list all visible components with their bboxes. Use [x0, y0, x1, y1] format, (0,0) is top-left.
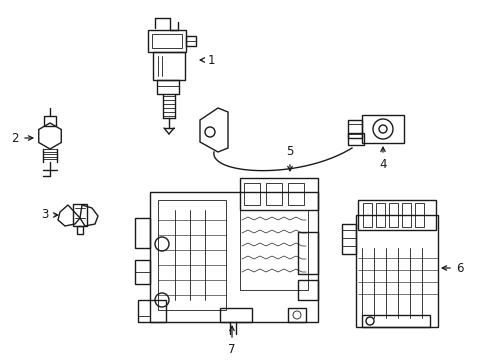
Bar: [152, 34, 182, 48]
Bar: [297, 232, 317, 274]
Bar: [244, 183, 260, 205]
Bar: [341, 224, 355, 254]
Bar: [220, 308, 251, 322]
Text: 3: 3: [41, 208, 49, 221]
Bar: [185, 36, 196, 46]
Bar: [362, 203, 371, 227]
Bar: [153, 52, 184, 80]
Bar: [414, 203, 423, 227]
Bar: [347, 133, 363, 145]
Bar: [287, 308, 305, 322]
Text: 5: 5: [286, 145, 293, 158]
Bar: [361, 315, 429, 327]
Bar: [357, 200, 435, 230]
Bar: [287, 183, 304, 205]
Bar: [135, 260, 150, 284]
Bar: [240, 178, 317, 210]
Text: 1: 1: [207, 54, 215, 67]
Text: 7: 7: [228, 343, 235, 356]
Bar: [240, 210, 307, 290]
Bar: [388, 203, 397, 227]
Bar: [157, 80, 179, 94]
Bar: [347, 120, 361, 138]
Bar: [77, 226, 83, 234]
Bar: [138, 300, 165, 322]
Bar: [73, 204, 87, 226]
Text: 2: 2: [12, 131, 19, 144]
Bar: [297, 280, 317, 300]
Bar: [158, 200, 225, 310]
Bar: [265, 183, 282, 205]
Bar: [150, 192, 317, 322]
Bar: [44, 116, 56, 126]
Bar: [375, 203, 384, 227]
Bar: [355, 215, 437, 327]
Bar: [138, 316, 150, 322]
Text: 4: 4: [379, 158, 386, 171]
Bar: [148, 30, 185, 52]
Bar: [401, 203, 410, 227]
Bar: [361, 115, 403, 143]
Text: 6: 6: [455, 261, 463, 274]
Bar: [135, 218, 150, 248]
